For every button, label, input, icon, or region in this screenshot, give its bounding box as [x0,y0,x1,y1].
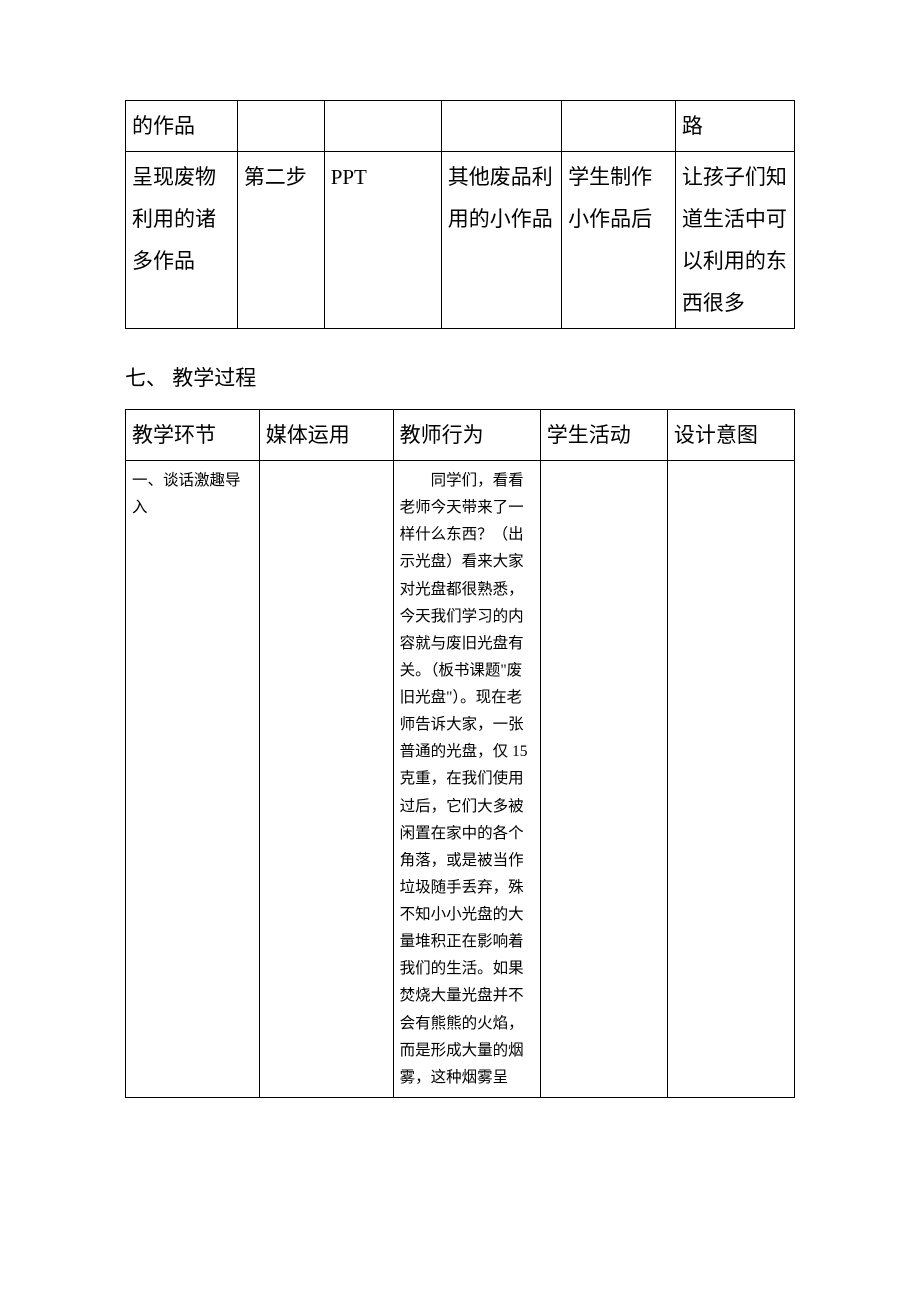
table-row: 的作品 路 [126,101,795,152]
section-heading: 七、 教学过程 [125,357,795,399]
cell: PPT [324,152,441,329]
cell: 第二步 [237,152,324,329]
cell: 让孩子们知道生活中可以利用的东西很多 [675,152,794,329]
cell [324,101,441,152]
cell [667,461,794,1098]
header-cell: 教师行为 [393,410,540,461]
cell [237,101,324,152]
cell: 学生制作小作品后 [562,152,676,329]
teaching-process-table: 教学环节 媒体运用 教师行为 学生活动 设计意图 一、谈话激趣导入 同学们，看看… [125,409,795,1098]
cell [562,101,676,152]
cell: 呈现废物利用的诸多作品 [126,152,238,329]
table-row: 呈现废物利用的诸多作品 第二步 PPT 其他废品利用的小作品 学生制作小作品后 … [126,152,795,329]
cell [259,461,393,1098]
header-cell: 设计意图 [667,410,794,461]
header-cell: 教学环节 [126,410,260,461]
table-header-row: 教学环节 媒体运用 教师行为 学生活动 设计意图 [126,410,795,461]
cell: 的作品 [126,101,238,152]
cell [441,101,561,152]
table-row: 一、谈话激趣导入 同学们，看看老师今天带来了一样什么东西？（出示光盘）看来大家对… [126,461,795,1098]
header-cell: 媒体运用 [259,410,393,461]
cell: 其他废品利用的小作品 [441,152,561,329]
cell: 同学们，看看老师今天带来了一样什么东西？（出示光盘）看来大家对光盘都很熟悉，今天… [393,461,540,1098]
header-cell: 学生活动 [540,410,667,461]
teacher-behavior-text: 同学们，看看老师今天带来了一样什么东西？（出示光盘）看来大家对光盘都很熟悉，今天… [400,467,534,1091]
cell: 路 [675,101,794,152]
media-table: 的作品 路 呈现废物利用的诸多作品 第二步 PPT 其他废品利用的小作品 学生制… [125,100,795,329]
cell: 一、谈话激趣导入 [126,461,260,1098]
document-page: 的作品 路 呈现废物利用的诸多作品 第二步 PPT 其他废品利用的小作品 学生制… [0,0,920,1148]
cell [540,461,667,1098]
